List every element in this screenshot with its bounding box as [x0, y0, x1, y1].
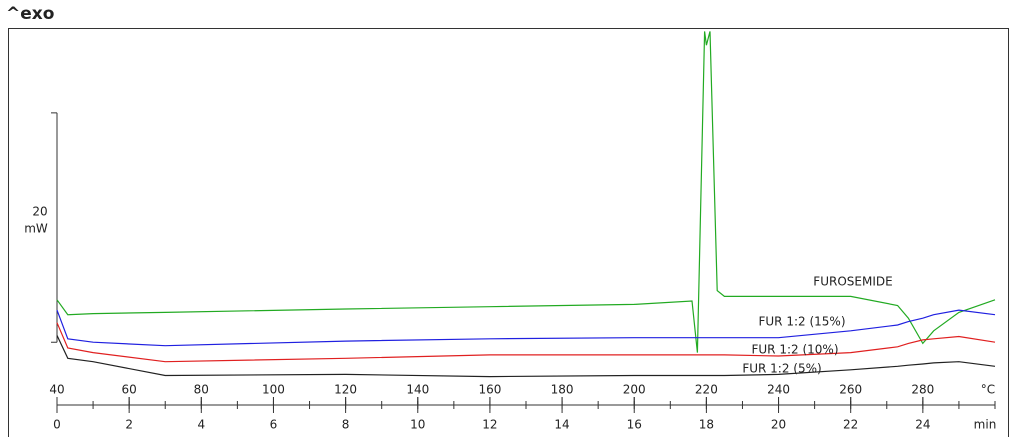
x-tick-label: 6 [270, 418, 278, 432]
series-line [56, 31, 996, 353]
x2-tick-label: 60 [122, 383, 137, 397]
x-tick-label: 8 [342, 418, 350, 432]
series-line [56, 335, 996, 378]
x2-tick-label: 240 [767, 383, 790, 397]
series-line [56, 322, 996, 363]
x2-tick-label: 140 [406, 383, 429, 397]
x2-tick-label: 100 [262, 383, 285, 397]
x-tick-label: 2 [125, 418, 133, 432]
x-tick-label: 20 [771, 418, 786, 432]
x-unit: min [974, 418, 997, 432]
x2-tick-label: 220 [695, 383, 718, 397]
series-label: FUR 1:2 (15%) [759, 315, 846, 329]
x2-tick-label: 280 [911, 383, 934, 397]
x2-tick-label: 200 [623, 383, 646, 397]
x-tick-label: 10 [410, 418, 425, 432]
x-tick-label: 24 [915, 418, 930, 432]
series-label: FUROSEMIDE [813, 275, 892, 289]
x2-tick-label: 180 [551, 383, 574, 397]
x-tick-label: 14 [554, 418, 569, 432]
series-label: FUR 1:2 (5%) [742, 362, 821, 376]
x-tick-label: 16 [627, 418, 642, 432]
chart-title: ^exo [6, 4, 54, 24]
frame [8, 28, 1009, 437]
x-tick-label: 12 [482, 418, 497, 432]
x2-tick-label: 40 [49, 383, 64, 397]
x-tick-label: 18 [699, 418, 714, 432]
x-tick-label: 4 [197, 418, 205, 432]
scale-bar-unit: mW [24, 222, 48, 236]
x2-tick-label: 160 [478, 383, 501, 397]
series-label: FUR 1:2 (10%) [752, 343, 839, 357]
x-tick-label: 22 [843, 418, 858, 432]
series-line [56, 309, 996, 347]
x2-unit: °C [981, 383, 995, 397]
x2-tick-label: 80 [194, 383, 209, 397]
scale-bar-value: 20 [32, 205, 47, 219]
x-tick-label: 0 [53, 418, 61, 432]
x2-tick-label: 260 [839, 383, 862, 397]
x2-tick-label: 120 [334, 383, 357, 397]
